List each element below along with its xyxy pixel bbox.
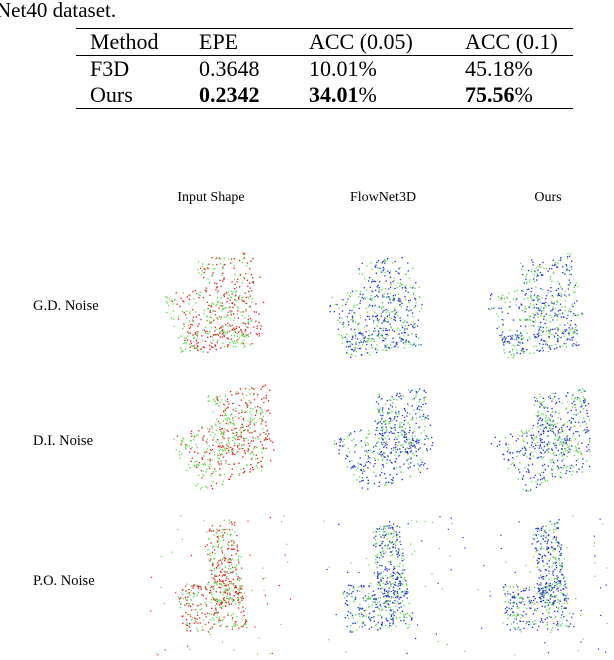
acc-005-cell: 10.01% (295, 56, 451, 83)
point-cloud-gd-input (145, 235, 305, 385)
point-cloud-gd-ours (470, 235, 614, 385)
table-header-row: Method EPE ACC (0.05) ACC (0.1) (76, 28, 573, 56)
column-header-acc-005: ACC (0.05) (309, 29, 413, 54)
row-label-di-noise: D.I. Noise (33, 433, 94, 449)
epe-value: 0.2342 (199, 82, 260, 107)
column-header-epe: EPE (199, 29, 239, 54)
point-cloud-figure: Input Shape FlowNet3D Ours G.D. Noise D.… (0, 180, 614, 656)
acc-01-value: 45.18 (465, 56, 515, 81)
row-label-po-noise: P.O. Noise (33, 573, 95, 589)
acc-01-unit: % (514, 82, 533, 107)
point-cloud-di-flownet3d (310, 375, 470, 525)
point-cloud-di-input (145, 375, 305, 525)
results-table: Method EPE ACC (0.05) ACC (0.1) F3D 0.36… (76, 28, 573, 109)
acc-01-cell: 75.56% (451, 82, 573, 109)
acc-005-cell: 34.01% (295, 82, 451, 109)
row-label-gd-noise: G.D. Noise (33, 298, 99, 314)
table-row: Ours 0.2342 34.01% 75.56% (76, 82, 573, 109)
acc-01-unit: % (514, 56, 533, 81)
point-cloud-po-ours (470, 510, 614, 660)
point-cloud-di-ours (470, 375, 614, 525)
table-row: F3D 0.3648 10.01% 45.18% (76, 56, 573, 83)
acc-005-value: 10.01 (309, 56, 359, 81)
acc-01-cell: 45.18% (451, 56, 573, 83)
caption-tail: Net40 dataset. (0, 0, 117, 22)
acc-01-value: 75.56 (465, 82, 515, 107)
epe-cell: 0.3648 (199, 56, 260, 81)
epe-cell: 0.2342 (185, 82, 295, 109)
point-cloud-gd-flownet3d (310, 235, 470, 385)
acc-005-value: 34.01 (309, 82, 359, 107)
point-cloud-po-input (145, 510, 305, 660)
column-header-input-shape: Input Shape (177, 190, 245, 205)
column-header-flownet3d: FlowNet3D (349, 190, 417, 205)
acc-005-unit: % (358, 56, 377, 81)
point-cloud-po-flownet3d (310, 510, 470, 660)
column-header-ours: Ours (534, 190, 562, 205)
method-cell: F3D (90, 56, 130, 81)
column-header-acc-01: ACC (0.1) (465, 29, 558, 54)
column-header-method: Method (90, 29, 159, 54)
acc-005-unit: % (358, 82, 377, 107)
method-cell: Ours (90, 82, 133, 107)
